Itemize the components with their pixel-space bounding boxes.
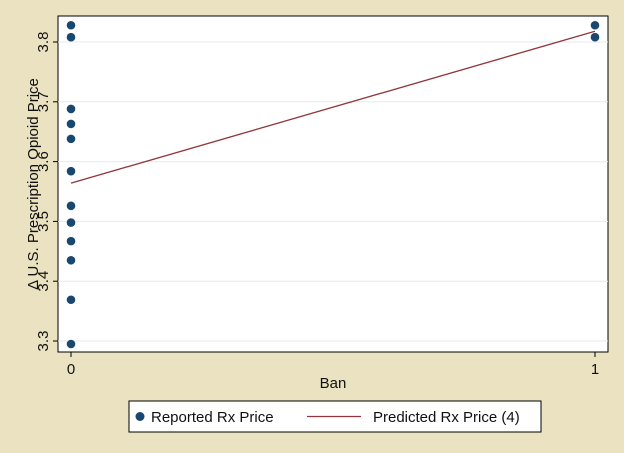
grid-layer (58, 41, 608, 342)
scatter-point (66, 104, 76, 114)
x-axis-title: Ban (320, 375, 347, 392)
legend: Reported Rx Price Predicted Rx Price (4) (128, 400, 542, 433)
y-tick-label: 3.3 (35, 331, 52, 352)
scatter-point (66, 339, 76, 349)
legend-marker-reported-rx-price (135, 412, 145, 421)
x-tick-label: 0 (67, 361, 75, 378)
scatter-point (590, 20, 600, 30)
fit-line-layer (70, 30, 596, 184)
plot-area (57, 15, 609, 353)
scatter-point (590, 32, 600, 42)
scatter-point (66, 236, 76, 246)
y-tick-label: 3.4 (35, 271, 52, 292)
scatter-point (66, 166, 76, 176)
scatter-point (66, 295, 76, 305)
scatter-point (66, 20, 76, 30)
y-axis-title: Δ U.S. Prescription Opioid Price (25, 78, 42, 290)
x-tick-label: 1 (591, 361, 599, 378)
y-tick-label: 3.8 (35, 32, 52, 53)
y-tick-label: 3.6 (35, 151, 52, 172)
scatter-point (66, 32, 76, 42)
scatter-point-layer (66, 20, 600, 349)
y-tick-label: 3.5 (35, 211, 52, 232)
axis-layer: 3.3 3.4 3.5 3.6 3.7 3.8 0 1 (35, 32, 599, 378)
fit-line-predicted-rx-price (70, 30, 596, 184)
y-tick-label: 3.7 (35, 91, 52, 112)
scatter-point (66, 119, 76, 129)
scatter-point (66, 134, 76, 144)
scatter-point (66, 218, 76, 227)
legend-label-predicted-rx-price: Predicted Rx Price (4) (373, 409, 520, 426)
scatter-point (66, 201, 76, 211)
scatter-point (66, 255, 76, 265)
legend-label-reported-rx-price: Reported Rx Price (151, 409, 274, 426)
